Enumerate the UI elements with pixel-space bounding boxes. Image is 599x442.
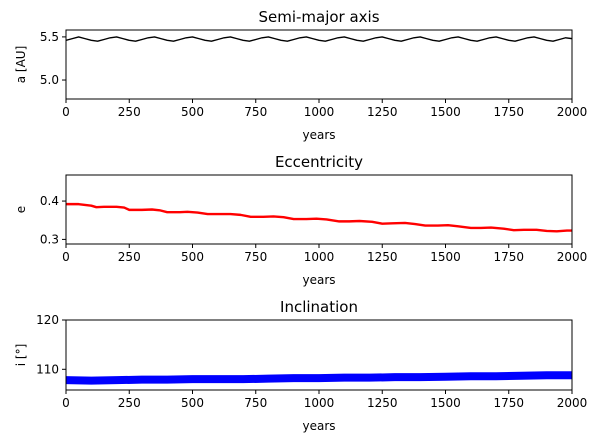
series-line-1 [66, 202, 572, 233]
series-line-1 [66, 371, 572, 385]
subplot-3: Inclination 0 250 500 750 1000 1250 1500 1750 200… [14, 298, 587, 433]
y-axis-label: e [14, 206, 28, 213]
x-tick-label: 1750 [493, 396, 524, 410]
y-axis-label: i [°] [14, 344, 28, 367]
y-tick-label: 120 [36, 313, 59, 327]
x-tick-label: 1000 [304, 250, 335, 264]
subplot-title: Eccentricity [275, 153, 363, 171]
x-tick-label: 750 [244, 396, 267, 410]
x-tick-label: 1500 [430, 250, 461, 264]
x-tick-label: 250 [118, 105, 141, 119]
y-tick-label: 5.0 [40, 73, 59, 87]
x-tick-label: 250 [118, 250, 141, 264]
subplot-title: Semi-major axis [258, 8, 379, 26]
x-tick-label: 2000 [557, 250, 588, 264]
series-line-1 [66, 36, 572, 42]
x-tick-label: 1250 [367, 250, 398, 264]
x-axis-label: years [302, 419, 335, 433]
x-tick-label: 1250 [367, 105, 398, 119]
x-axis-label: years [302, 273, 335, 287]
y-tick-label: 0.4 [40, 194, 59, 208]
subplot-2: Eccentricity 0 250 500 750 1000 1250 1500 1750 20… [14, 153, 587, 287]
x-tick-label: 0 [62, 250, 70, 264]
subplot-title: Inclination [280, 298, 358, 316]
y-tick-label: 0.3 [40, 232, 59, 246]
x-tick-label: 0 [62, 396, 70, 410]
x-tick-label: 1500 [430, 105, 461, 119]
subplot-1: Semi-major axis 0 250 500 750 1000 1250 1500 175… [14, 8, 587, 142]
x-tick-label: 2000 [557, 105, 588, 119]
x-axis-label: years [302, 128, 335, 142]
x-tick-label: 1250 [367, 396, 398, 410]
x-tick-label: 250 [118, 396, 141, 410]
x-tick-label: 1000 [304, 396, 335, 410]
y-tick-label: 5.5 [40, 30, 59, 44]
x-tick-label: 1750 [493, 105, 524, 119]
y-tick-label: 110 [36, 362, 59, 376]
x-tick-label: 500 [181, 396, 204, 410]
x-tick-label: 0 [62, 105, 70, 119]
x-tick-label: 1750 [493, 250, 524, 264]
x-tick-label: 750 [244, 250, 267, 264]
x-tick-label: 750 [244, 105, 267, 119]
x-tick-label: 500 [181, 105, 204, 119]
x-tick-label: 1000 [304, 105, 335, 119]
x-tick-label: 2000 [557, 396, 588, 410]
x-tick-label: 500 [181, 250, 204, 264]
x-tick-label: 1500 [430, 396, 461, 410]
y-axis-label: a [AU] [14, 46, 28, 84]
